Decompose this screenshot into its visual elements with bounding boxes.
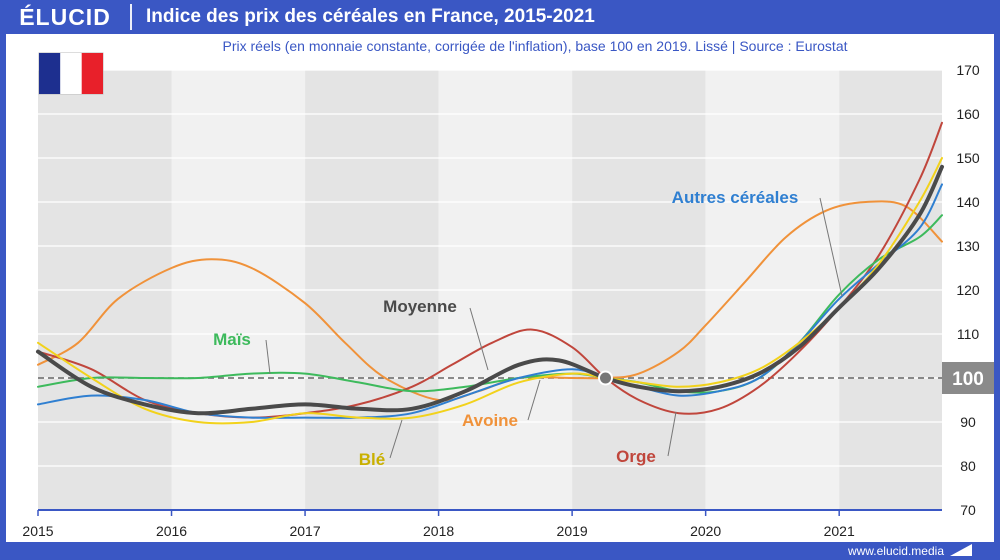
elucid-mark-icon [950, 544, 972, 556]
title-bar [0, 0, 1000, 34]
title-separator [130, 4, 132, 30]
series-label-Autres céréales: Autres céréales [672, 188, 799, 207]
flag-stripe-red [81, 53, 103, 94]
baseline-label: 100 [952, 369, 984, 390]
y-tick-label: 140 [956, 194, 980, 210]
x-tick-label: 2018 [423, 523, 454, 539]
x-tick-label: 2021 [824, 523, 855, 539]
flag-stripe-blue [39, 53, 61, 94]
leader-line-Moyenne [469, 307, 489, 371]
y-tick-label: 110 [957, 326, 980, 342]
y-tick-label: 120 [956, 282, 980, 298]
series-line-Autres céréales [37, 183, 943, 419]
y-tick-label: 80 [960, 458, 976, 474]
series-label-Blé: Blé [359, 450, 385, 469]
y-tick-label: 160 [956, 106, 980, 122]
y-tick-label: 130 [956, 238, 980, 254]
y-tick-label: 170 [956, 62, 980, 78]
series-label-Avoine: Avoine [462, 411, 518, 430]
x-tick-label: 2019 [557, 523, 588, 539]
x-tick-label: 2017 [289, 523, 320, 539]
brand-logo: ÉLUCID [19, 3, 111, 30]
leader-line-Avoine [527, 379, 541, 421]
series-label-Orge: Orge [616, 447, 656, 466]
series-label-Maïs: Maïs [213, 330, 251, 349]
footer-url: www.elucid.media [847, 544, 944, 558]
series-line-Moyenne [36, 164, 944, 416]
y-tick-label: 70 [960, 502, 976, 518]
chart-title: Indice des prix des céréales en France, … [146, 6, 595, 27]
leader-line-Maïs [265, 339, 271, 375]
y-axis-strip [942, 64, 994, 516]
baseline-badge [942, 362, 994, 394]
leader-line-Autres céréales [819, 197, 843, 297]
x-tick-label: 2015 [22, 523, 53, 539]
flag-stripe-white [60, 53, 82, 94]
leader-line-Orge [667, 411, 677, 457]
reference-point [598, 370, 614, 386]
chart-subtitle: Prix réels (en monnaie constante, corrig… [222, 38, 848, 54]
leader-line-Blé [389, 419, 403, 459]
y-tick-label: 90 [960, 414, 976, 430]
x-tick-label: 2016 [156, 523, 187, 539]
series-label-Moyenne: Moyenne [383, 297, 457, 316]
y-tick-label: 150 [956, 150, 980, 166]
x-tick-label: 2020 [690, 523, 721, 539]
